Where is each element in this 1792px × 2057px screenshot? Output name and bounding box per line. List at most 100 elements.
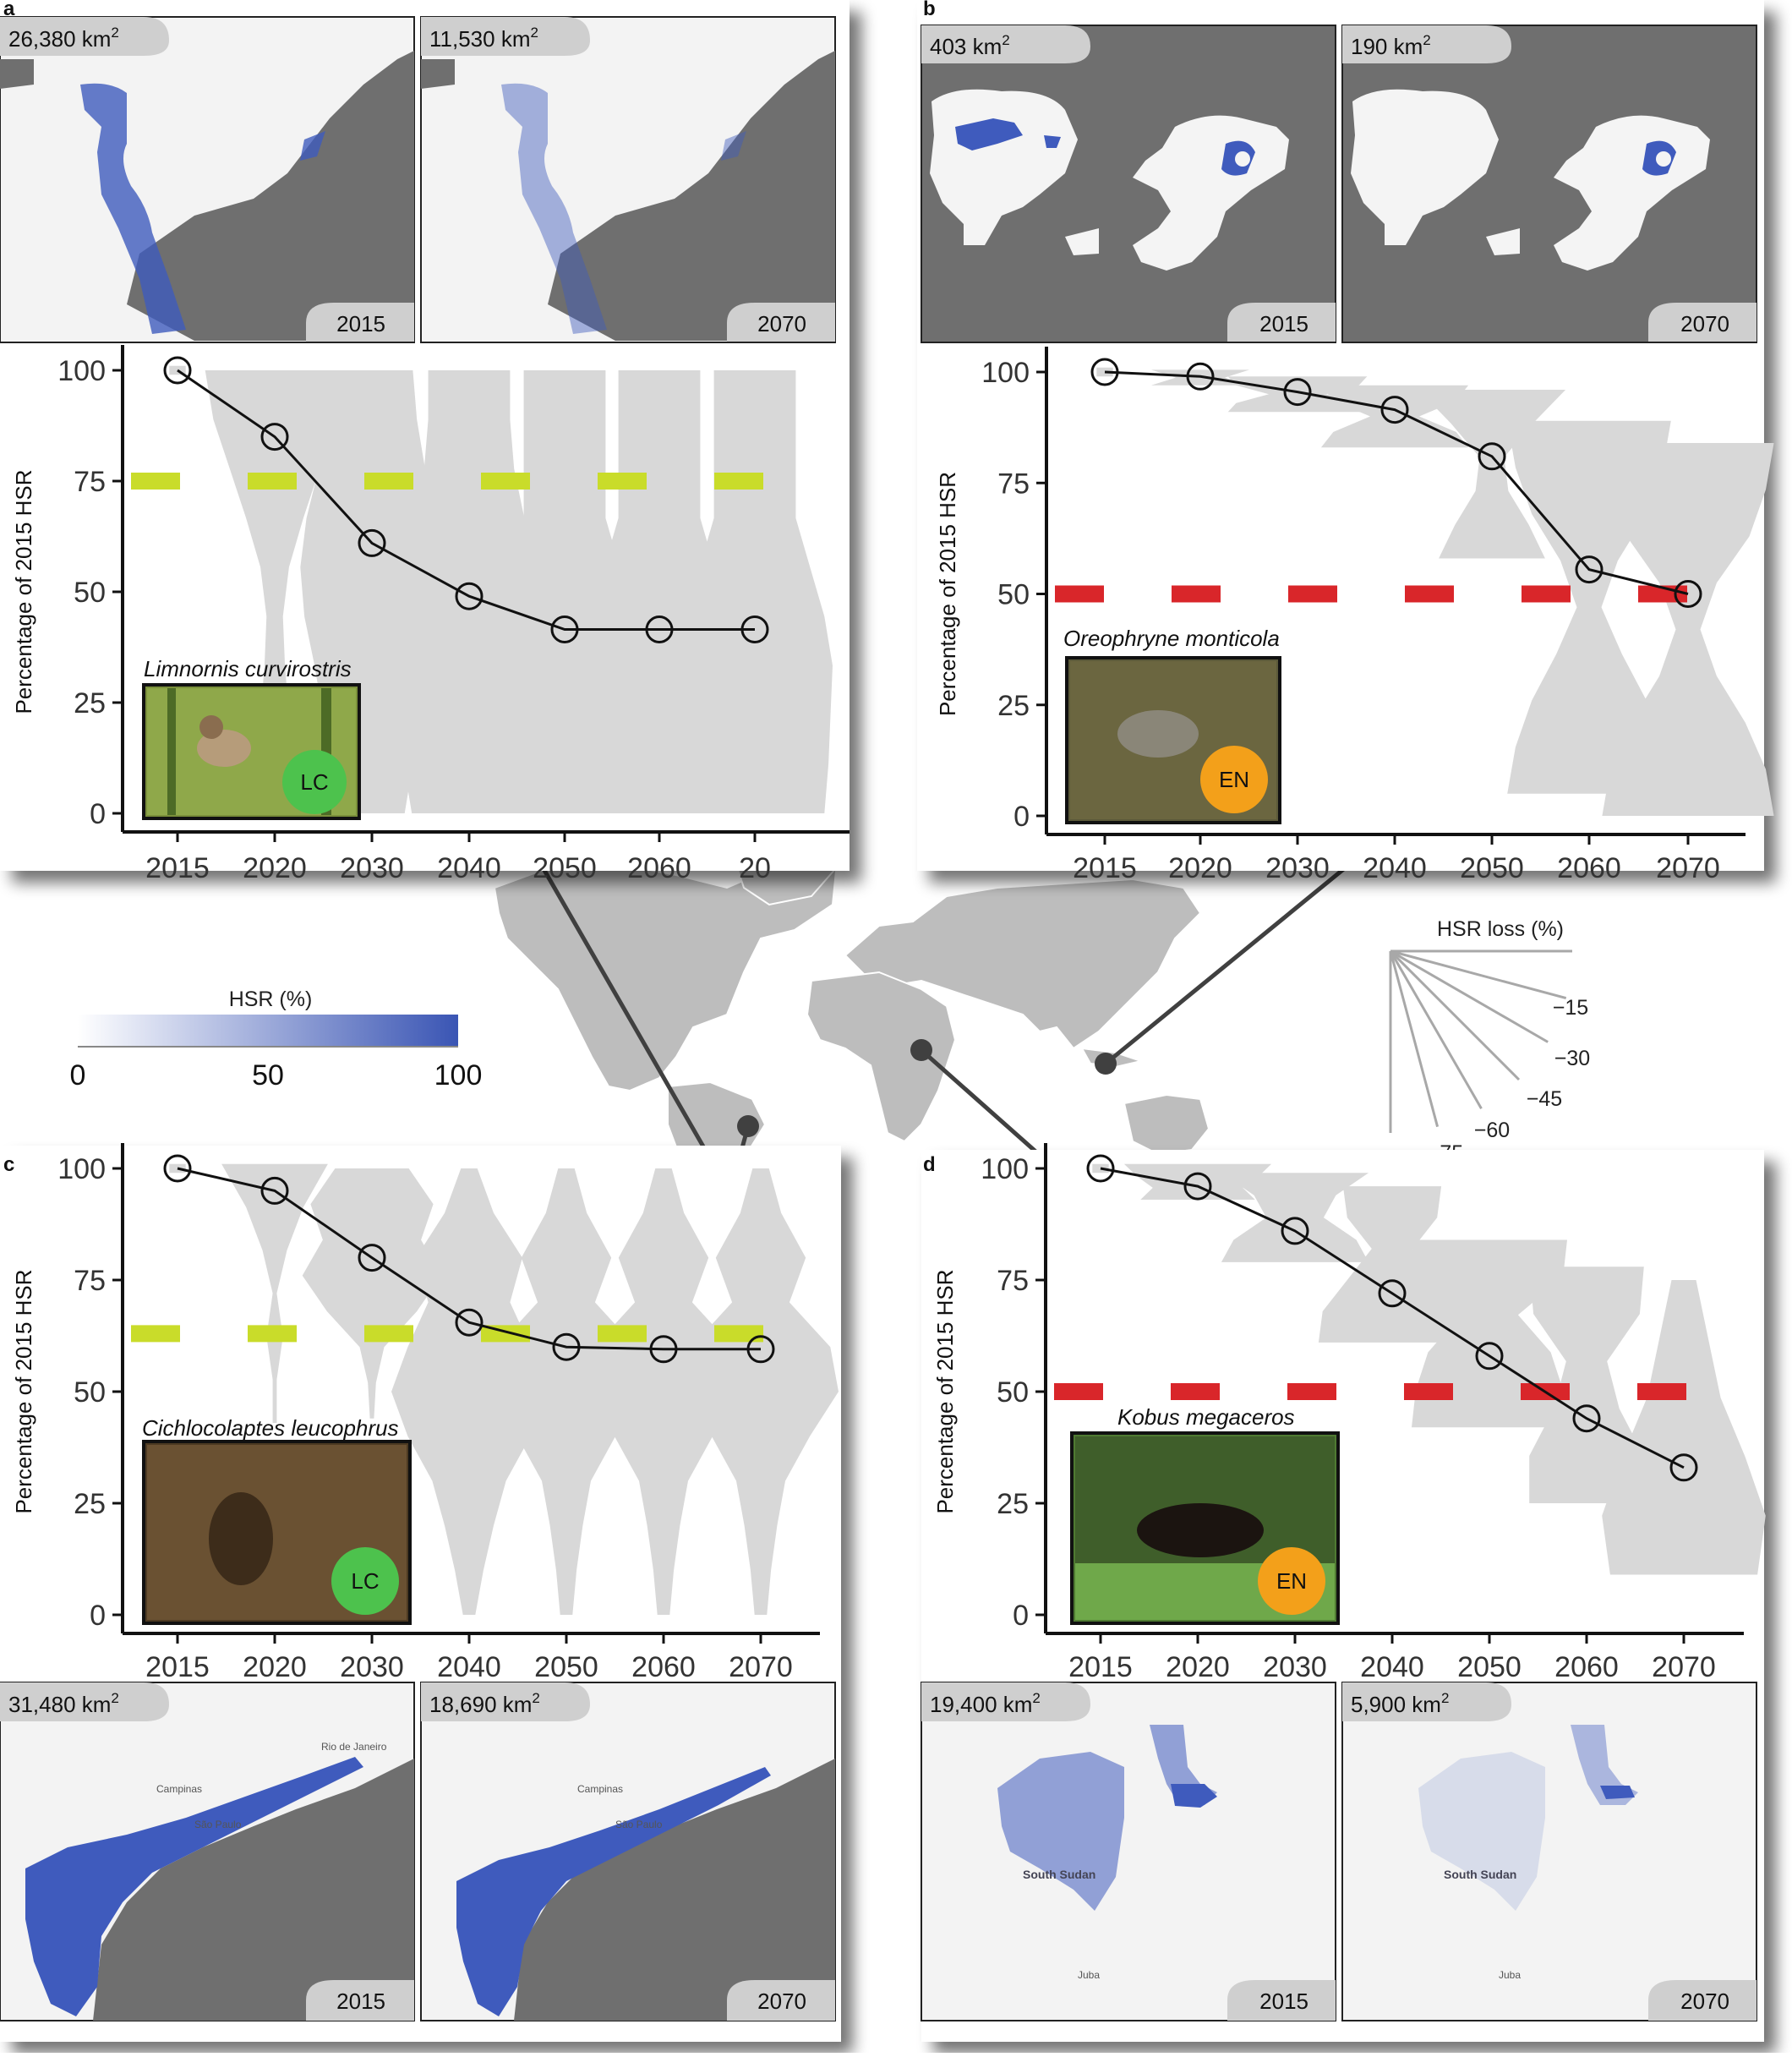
panel-d: d 0 25 50 75 100 2015 2020 2030 2040 2050 2060 2070…: [921, 1143, 1766, 2042]
species-name: Limnornis curvirostris: [144, 656, 352, 681]
data-point-2020: [260, 423, 289, 451]
map-year-tab: [727, 303, 835, 342]
hsr-range: [25, 1757, 363, 2016]
violin-2070: [683, 1168, 839, 1615]
data-point-2070: [746, 1335, 775, 1364]
map-year-tab: [1227, 303, 1336, 342]
data-point-2015: [1086, 1154, 1115, 1183]
panel-a: a 26,380 km2 2015 11,530 km2 2070 0 25 50 7…: [0, 0, 850, 884]
map-water: [127, 51, 414, 341]
map-area-label: 11,530 km2: [429, 25, 538, 52]
y-tick-label: 0: [1013, 801, 1030, 833]
map-place-label: Juba: [1078, 1969, 1100, 1981]
x-tick-label: 2015: [1068, 1651, 1133, 1683]
status-badge: [282, 750, 347, 814]
marker-d: [910, 1039, 932, 1061]
data-point-2040: [455, 1308, 484, 1337]
data-point-2020: [1183, 1172, 1212, 1201]
map-year-tab: [306, 1980, 414, 2021]
data-point-2040: [1380, 396, 1409, 424]
map-area-label: 403 km2: [930, 32, 1010, 59]
panel-d-map-2015: South Sudan Juba 19,400 km2 2015: [921, 1682, 1336, 2021]
world-eurasia: [844, 878, 1202, 1050]
x-tick-label: 2050: [533, 852, 597, 884]
panel-c: c 0 25 50 75 100 2015 2020 2030 2040 2050 2060 2070…: [0, 1143, 841, 2042]
x-tick-label: 2060: [631, 1651, 696, 1683]
hsr-range: [1044, 135, 1061, 148]
map-year-label: 2070: [757, 1989, 806, 2014]
map-area-label: 190 km2: [1351, 32, 1431, 59]
map-place-label: Campinas: [156, 1783, 202, 1795]
violin-2070: [1602, 1280, 1766, 1575]
violin-2060: [1529, 1266, 1644, 1503]
hsr-loss-label: −60: [1474, 1119, 1510, 1142]
map-land: [1486, 228, 1520, 255]
status-badge-label: EN: [1219, 767, 1249, 792]
y-tick-label: 75: [997, 468, 1030, 500]
panel-d-chart: 0 25 50 75 100 2015 2020 2030 2040 2050 2060 2070 Pe…: [932, 1143, 1766, 1683]
species-name: Oreophryne monticola: [1063, 626, 1280, 651]
map-place-label: Rio de Janeiro: [321, 1741, 387, 1753]
violin-2070: [1602, 443, 1774, 816]
x-tick-label: 2015: [145, 852, 210, 884]
panel-d-map-2070: South Sudan Juba 5,900 km2 2070: [1341, 1682, 1757, 2021]
map-area-label: 31,480 km2: [8, 1690, 119, 1717]
species-name: Cichlocolaptes leucophrus: [142, 1415, 399, 1441]
map-year-label: 2070: [1680, 1989, 1729, 2014]
map-water: [548, 51, 835, 341]
hsr-loss-label: −30: [1554, 1047, 1590, 1070]
y-axis-label: Percentage of 2015 HSR: [11, 469, 36, 714]
map-year-label: 2070: [757, 311, 806, 336]
violin-2020: [221, 1163, 328, 1423]
hsr-loss-legend: HSR loss (%) −15 −30 −45 −60 −75: [1389, 917, 1590, 1165]
map-land: [1065, 228, 1099, 255]
data-point-2040: [1378, 1279, 1407, 1308]
series-line: [1100, 1167, 1685, 1469]
y-tick-label: 25: [74, 687, 106, 719]
x-tick-label: 2060: [1557, 852, 1621, 884]
hsr-range: [1418, 1752, 1545, 1911]
map-water: [421, 59, 455, 89]
species-name: Kobus megaceros: [1117, 1404, 1295, 1430]
y-tick-label: 50: [997, 579, 1030, 611]
map-label-tab: [1342, 1682, 1511, 1721]
x-tick-label: 2015: [1073, 852, 1137, 884]
hsr-legend-title: HSR (%): [229, 987, 313, 1011]
panel-a-map-2015: 26,380 km2 2015: [0, 16, 415, 343]
x-tick-label: 20: [739, 852, 771, 884]
x-tick-label: 2020: [1168, 852, 1232, 884]
marker-c: [737, 1115, 759, 1137]
map-area-label: 5,900 km2: [1351, 1690, 1449, 1717]
map-area-label: 18,690 km2: [429, 1690, 540, 1717]
y-tick-label: 25: [997, 1488, 1029, 1520]
status-badge: [1200, 746, 1268, 813]
data-point-2015: [163, 356, 192, 385]
y-tick-label: 100: [981, 1153, 1029, 1185]
y-tick-label: 100: [981, 357, 1030, 389]
violin-2050: [1418, 390, 1566, 559]
world-north-america: [493, 861, 839, 1092]
species-photo-stem: [167, 688, 176, 815]
hsr-range-hole: [1235, 151, 1250, 167]
world-australia: [1123, 1093, 1210, 1156]
map-label-tab: [1342, 25, 1511, 63]
connector-a: [530, 848, 713, 1160]
data-point-2060: [645, 615, 674, 643]
x-tick-label: 2070: [729, 1651, 793, 1683]
data-point-2020: [260, 1176, 289, 1205]
y-tick-label: 25: [74, 1488, 106, 1520]
frog-body: [1117, 710, 1199, 758]
hsr-range: [721, 131, 746, 161]
x-tick-label: 2030: [1263, 1651, 1327, 1683]
data-point-2030: [358, 1244, 386, 1272]
panel-b-chart: 0 25 50 75 100 2015 2020 2030 2040 2050 2060 2070 Pe…: [935, 347, 1774, 884]
world-africa: [806, 971, 957, 1143]
status-badge-label: LC: [351, 1568, 379, 1594]
hsr-loss-ray: [1390, 949, 1567, 1000]
data-point-2040: [455, 582, 484, 610]
hsr-range: [501, 83, 607, 334]
map-label-tab: [921, 1682, 1090, 1721]
x-tick-label: 2040: [1360, 1651, 1424, 1683]
